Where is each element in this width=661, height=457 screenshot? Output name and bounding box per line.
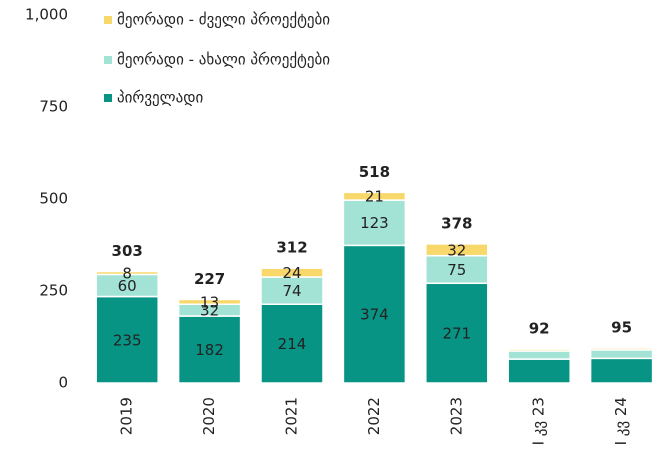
segment-label: 74 — [282, 282, 301, 300]
total-label: 95 — [611, 319, 632, 337]
bar-segment — [589, 349, 654, 360]
x-tick-label: 2019 — [118, 397, 136, 435]
y-tick-label: 1,000 — [25, 6, 68, 24]
total-label: 312 — [276, 239, 307, 257]
bar-segment — [95, 295, 159, 384]
bar-segment — [507, 348, 571, 352]
y-tick-label: 0 — [58, 374, 68, 392]
x-tick-label: I კვ 23 — [530, 397, 548, 445]
bar-segment — [425, 282, 489, 384]
legend-label: მეორადი - ძველი პროექტები — [117, 11, 330, 29]
bar-segment — [507, 350, 571, 360]
bar-segment — [177, 315, 242, 384]
bar-segment — [260, 267, 324, 278]
segment-label: 32 — [447, 241, 466, 259]
x-tick-label: I კვ 24 — [612, 397, 630, 445]
bar-segment — [589, 357, 654, 384]
y-tick-label: 750 — [39, 98, 68, 116]
bar-segment — [342, 244, 407, 384]
bar-segment — [260, 303, 324, 384]
y-tick-label: 250 — [39, 282, 68, 300]
bar-segment — [589, 347, 654, 351]
legend-swatch — [104, 94, 112, 102]
segment-label: 271 — [442, 325, 471, 343]
segment-label: 13 — [200, 293, 219, 311]
segment-label: 32 — [200, 302, 219, 320]
segment-label: 235 — [113, 331, 142, 349]
total-label: 378 — [441, 214, 472, 232]
total-label: 227 — [194, 270, 225, 288]
segment-label: 182 — [195, 341, 224, 359]
bar-segment — [177, 298, 242, 305]
bar-segment — [260, 276, 324, 305]
segment-label: 75 — [447, 261, 466, 279]
legend-swatch — [104, 56, 112, 64]
legend-label: მეორადი - ახალი პროექტები — [117, 51, 330, 69]
segment-label: 24 — [282, 264, 301, 282]
segment-label: 374 — [360, 306, 389, 324]
bar-segment — [342, 199, 407, 247]
bar-segment — [342, 191, 407, 201]
legend-swatch — [104, 16, 112, 24]
segment-label: 123 — [360, 214, 389, 232]
legend-label: პირველადი — [117, 89, 203, 107]
total-label: 303 — [112, 242, 143, 260]
x-tick-label: 2023 — [447, 397, 465, 435]
total-label: 92 — [529, 320, 550, 338]
bar-segment — [425, 254, 489, 285]
x-tick-label: 2021 — [283, 397, 301, 435]
bar-segment — [425, 243, 489, 257]
bar-segment — [507, 358, 571, 384]
x-tick-label: 2022 — [365, 397, 383, 435]
segment-label: 60 — [118, 277, 137, 295]
segment-label: 21 — [365, 188, 384, 206]
bar-segment — [95, 270, 159, 276]
y-tick-label: 500 — [39, 190, 68, 208]
x-tick-label: 2020 — [200, 397, 218, 435]
segment-label: 214 — [278, 335, 307, 353]
segment-label: 8 — [122, 264, 132, 282]
total-label: 518 — [359, 163, 390, 181]
